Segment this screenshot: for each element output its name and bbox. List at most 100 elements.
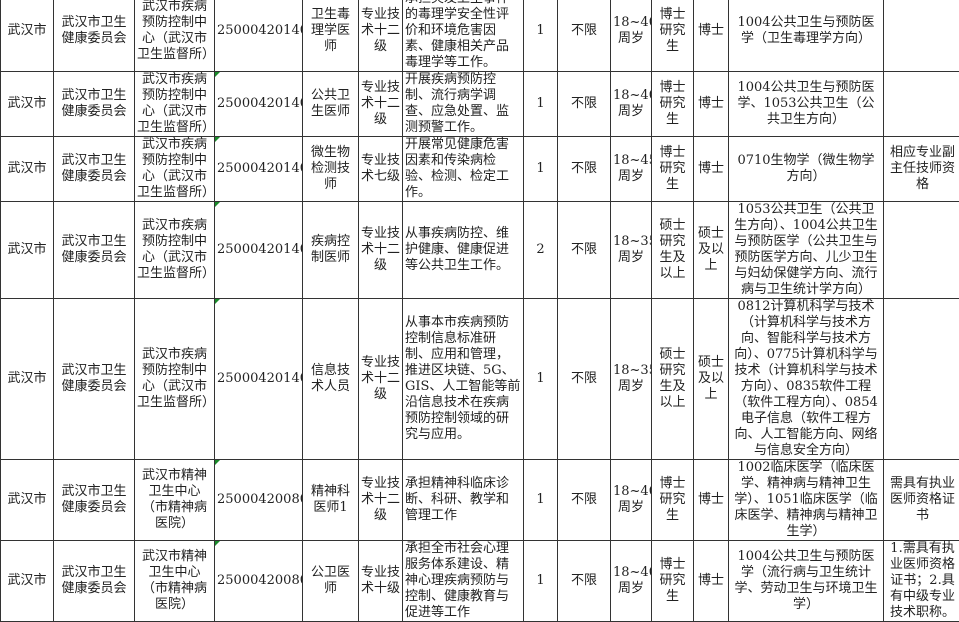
education-cell: 博士研究生 — [652, 137, 694, 202]
unit-cell: 武汉市精神卫生中心（市精神病医院） — [135, 541, 215, 622]
headcount-cell-text: 1 — [536, 161, 544, 176]
level-cell: 专业技术十二级 — [359, 202, 403, 299]
education-cell-text: 硕士研究生及以上 — [659, 218, 685, 281]
restriction-cell: 不限 — [558, 0, 611, 72]
duty-cell-text: 从事疾病防控、维护健康、健康促进等公共卫生工作。 — [405, 226, 509, 273]
restriction-cell-text: 不限 — [571, 242, 597, 257]
level-cell: 专业技术十级 — [359, 541, 403, 622]
comment-marker-icon — [215, 137, 220, 142]
city-cell-text: 武汉市 — [7, 23, 46, 38]
age-cell-text: 18~35周岁 — [613, 234, 652, 265]
position-code-cell: 250004201402 — [215, 72, 303, 137]
headcount-cell: 1 — [524, 541, 558, 622]
table-row: 武汉市武汉市卫生健康委员会武汉市疾病预防控制中心（武汉市卫生监督所）250004… — [1, 72, 959, 137]
level-cell-text: 专业技术十二级 — [361, 226, 400, 273]
major-cell: 0710生物学（微生物学方向） — [729, 137, 884, 202]
headcount-cell: 1 — [524, 460, 558, 541]
other-requirements-cell: 需具有执业医师资格证书 — [884, 460, 959, 541]
unit-cell-text: 武汉市疾病预防控制中心（武汉市卫生监督所） — [137, 218, 215, 281]
position-code-cell-text: 250004201403 — [217, 161, 303, 176]
city-cell: 武汉市 — [1, 0, 54, 72]
headcount-cell-text: 1 — [536, 96, 544, 111]
table-row: 武汉市武汉市卫生健康委员会武汉市疾病预防控制中心（武汉市卫生监督所）250004… — [1, 0, 959, 72]
headcount-cell-text: 1 — [536, 371, 544, 386]
restriction-cell-text: 不限 — [571, 23, 597, 38]
comment-marker-icon — [215, 202, 220, 207]
department-cell: 武汉市卫生健康委员会 — [54, 72, 135, 137]
unit-cell: 武汉市疾病预防控制中心（武汉市卫生监督所） — [135, 202, 215, 299]
other-requirements-cell-text: 1.需具有执业医师资格证书；2.具有中级专业技术职称。 — [890, 541, 955, 620]
degree-cell: 硕士及以上 — [694, 299, 729, 460]
department-cell-text: 武汉市卫生健康委员会 — [61, 363, 126, 394]
other-requirements-cell-text: 相应专业副主任技师资格 — [890, 145, 955, 192]
department-cell: 武汉市卫生健康委员会 — [54, 299, 135, 460]
comment-marker-icon — [215, 460, 220, 465]
level-cell: 专业技术十二级 — [359, 72, 403, 137]
city-cell: 武汉市 — [1, 202, 54, 299]
position-name-cell: 精神科医师1 — [303, 460, 359, 541]
department-cell: 武汉市卫生健康委员会 — [54, 137, 135, 202]
table-row: 武汉市武汉市卫生健康委员会武汉市精神卫生中心（市精神病医院）2500042008… — [1, 541, 959, 622]
position-code-cell-text: 250004201405 — [217, 371, 303, 386]
restriction-cell: 不限 — [558, 541, 611, 622]
age-cell-text: 18~40周岁 — [613, 15, 652, 46]
unit-cell-text: 武汉市疾病预防控制中心（武汉市卫生监督所） — [137, 0, 215, 62]
degree-cell: 博士 — [694, 0, 729, 72]
age-cell-text: 18~40周岁 — [613, 565, 652, 596]
education-cell: 博士研究生 — [652, 460, 694, 541]
level-cell-text: 专业技术十级 — [361, 565, 400, 596]
position-code-cell: 250004201405 — [215, 299, 303, 460]
comment-marker-icon — [215, 299, 220, 304]
restriction-cell: 不限 — [558, 299, 611, 460]
city-cell: 武汉市 — [1, 541, 54, 622]
city-cell: 武汉市 — [1, 460, 54, 541]
restriction-cell: 不限 — [558, 460, 611, 541]
department-cell: 武汉市卫生健康委员会 — [54, 202, 135, 299]
age-cell-text: 18~45周岁 — [613, 153, 652, 184]
position-name-cell: 公共卫生医师 — [303, 72, 359, 137]
table-row: 武汉市武汉市卫生健康委员会武汉市疾病预防控制中心（武汉市卫生监督所）250004… — [1, 202, 959, 299]
position-code-cell-text: 250004201404 — [217, 242, 303, 257]
table-row: 武汉市武汉市卫生健康委员会武汉市精神卫生中心（市精神病医院）2500042008… — [1, 460, 959, 541]
degree-cell: 博士 — [694, 72, 729, 137]
department-cell: 武汉市卫生健康委员会 — [54, 0, 135, 72]
city-cell-text: 武汉市 — [7, 242, 46, 257]
unit-cell: 武汉市疾病预防控制中心（武汉市卫生监督所） — [135, 72, 215, 137]
education-cell: 博士研究生 — [652, 72, 694, 137]
level-cell: 专业技术七级 — [359, 137, 403, 202]
city-cell: 武汉市 — [1, 137, 54, 202]
position-name-cell: 微生物检测技师 — [303, 137, 359, 202]
restriction-cell-text: 不限 — [571, 573, 597, 588]
level-cell-text: 专业技术十二级 — [361, 355, 400, 402]
unit-cell: 武汉市疾病预防控制中心（武汉市卫生监督所） — [135, 299, 215, 460]
duty-cell: 承担突发卫生事件的毒理学安全性评价和环境危害因素、健康相关产品毒理学等工作。 — [403, 0, 524, 72]
major-cell-text: 1004公共卫生与预防医学、1053公共卫生（公共卫生方向） — [737, 80, 874, 127]
comment-marker-icon — [215, 541, 220, 546]
position-name-cell-text: 公共卫生医师 — [311, 88, 350, 119]
age-cell-text: 18~35周岁 — [613, 363, 652, 394]
major-cell-text: 0812计算机科学与技术（计算机科学与技术方向、智能科学与技术方向）、0775计… — [734, 299, 878, 458]
major-cell-text: 0710生物学（微生物学方向） — [737, 153, 874, 184]
restriction-cell-text: 不限 — [571, 371, 597, 386]
age-cell: 18~40周岁 — [611, 0, 652, 72]
major-cell: 1004公共卫生与预防医学（卫生毒理学方向） — [729, 0, 884, 72]
position-code-cell: 250004200801 — [215, 460, 303, 541]
table-row: 武汉市武汉市卫生健康委员会武汉市疾病预防控制中心（武汉市卫生监督所）250004… — [1, 299, 959, 460]
position-name-cell: 卫生毒理学医师 — [303, 0, 359, 72]
position-name-cell-text: 卫生毒理学医师 — [311, 7, 350, 54]
position-code-cell: 250004200802 — [215, 541, 303, 622]
restriction-cell: 不限 — [558, 202, 611, 299]
city-cell: 武汉市 — [1, 72, 54, 137]
major-cell-text: 1053公共卫生（公共卫生方向）、1004公共卫生与预防医学（公共卫生与预防医学… — [734, 202, 878, 297]
major-cell-text: 1004公共卫生与预防医学（卫生毒理学方向） — [737, 15, 874, 46]
level-cell-text: 专业技术十二级 — [361, 7, 400, 54]
level-cell: 专业技术十二级 — [359, 0, 403, 72]
major-cell: 1053公共卫生（公共卫生方向）、1004公共卫生与预防医学（公共卫生与预防医学… — [729, 202, 884, 299]
education-cell-text: 博士研究生 — [659, 557, 685, 604]
education-cell-text: 硕士研究生及以上 — [659, 347, 685, 410]
degree-cell-text: 硕士及以上 — [698, 355, 724, 402]
position-name-cell: 公卫医师 — [303, 541, 359, 622]
unit-cell-text: 武汉市疾病预防控制中心（武汉市卫生监督所） — [137, 347, 215, 410]
education-cell: 博士研究生 — [652, 541, 694, 622]
degree-cell: 博士 — [694, 460, 729, 541]
